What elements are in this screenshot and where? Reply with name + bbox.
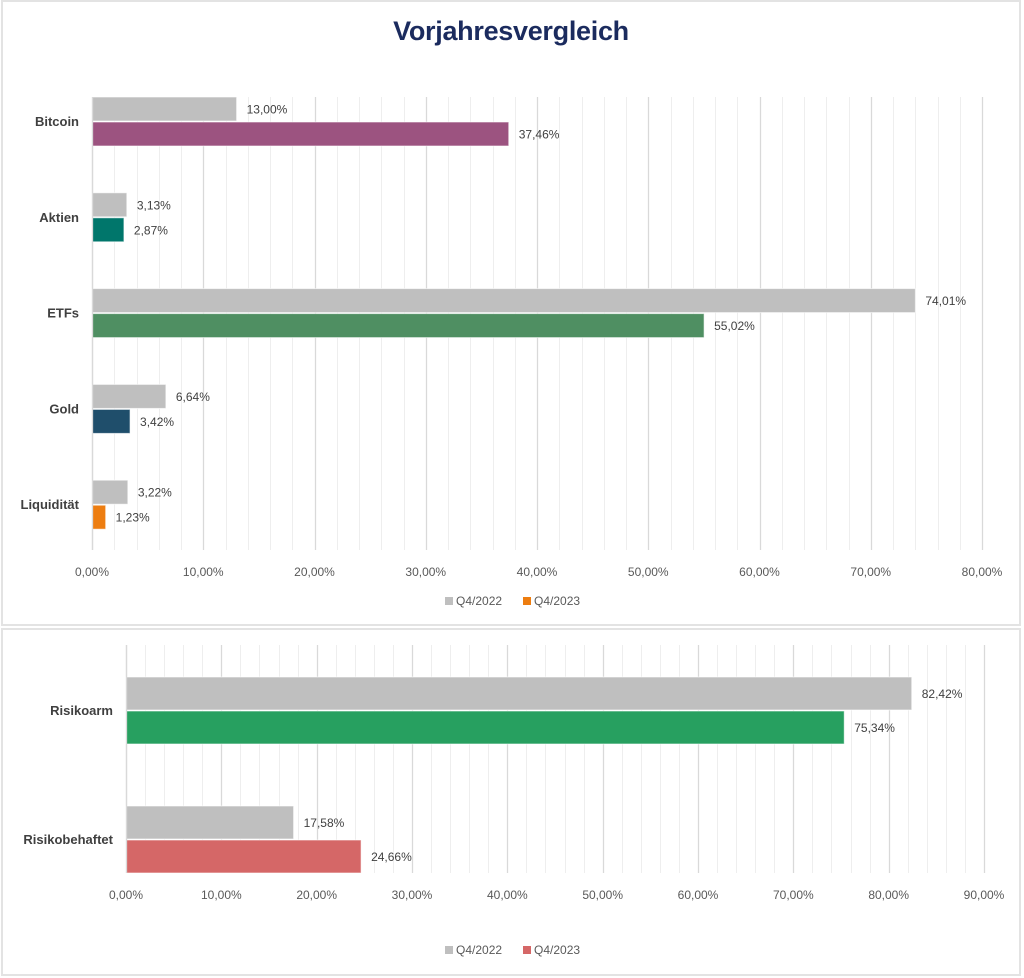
data-label: 3,22% [138,486,172,500]
chart-asset-classes: 0,00% 10,00% 20,00% 30,00% 40,00% 50,00% 60,00… [21,96,1003,608]
x-tick-label: 50,00% [628,565,669,579]
x-tick-label: 10,00% [201,888,242,902]
x-tick-label: 80,00% [962,565,1003,579]
legend-swatch-q4-2022 [445,946,453,954]
legend-label: Q4/2022 [456,594,502,608]
bar-q4-2023 [91,504,107,530]
data-label: 13,00% [247,103,288,117]
x-tick-label: 80,00% [868,888,909,902]
data-label: 3,42% [140,415,174,429]
bar-q4-2023 [91,408,131,434]
data-label: 55,02% [714,319,755,333]
x-tick-label: 50,00% [582,888,623,902]
data-label: 37,46% [519,128,560,142]
legend-swatch-q4-2022 [445,597,453,605]
bar-q4-2023 [91,121,510,147]
bar-q4-2022 [91,288,916,314]
category-label: Bitcoin [35,114,79,129]
data-label: 1,23% [116,511,150,525]
x-tick-label: 90,00% [964,888,1005,902]
data-label: 6,64% [176,390,210,404]
x-tick-label: 0,00% [75,565,109,579]
bar-q4-2022 [91,479,129,505]
legend-swatch-q4-2023 [523,946,531,954]
category-label: Liquidität [21,497,80,512]
x-tick-label: 20,00% [294,565,335,579]
data-label: 2,87% [134,223,168,237]
bar-q4-2023 [91,217,125,243]
data-label: 82,42% [922,687,963,701]
category-label: Aktien [39,210,79,225]
chart-panel-asset-classes: Vorjahresvergleich 0,00% 10,00% 20,00% 30,0… [1,0,1021,626]
legend-label: Q4/2022 [456,943,502,957]
bar-q4-2022 [91,192,128,218]
data-label: 3,13% [137,198,171,212]
x-tick-label: 0,00% [109,888,143,902]
x-tick-label: 30,00% [405,565,446,579]
chart-risk: 0,00% 10,00% 20,00% 30,00% 40,00% 50,00% 60,00… [23,645,1005,957]
category-label: ETFs [47,306,79,321]
legend: Q4/2022 Q4/2023 [445,594,580,608]
bar-q4-2022 [125,805,295,840]
bar-q4-2022 [125,676,913,711]
x-tick-label: 30,00% [392,888,433,902]
legend-label: Q4/2023 [534,943,580,957]
x-tick-label: 60,00% [678,888,719,902]
bar-q4-2022 [91,96,238,122]
bar-q4-2022 [91,383,167,409]
legend-label: Q4/2023 [534,594,580,608]
bar-q4-2023 [91,313,705,339]
x-tick-label: 40,00% [517,565,558,579]
category-label: Risikoarm [50,703,113,718]
category-label: Gold [49,401,79,416]
bar-q4-2023 [125,710,845,745]
category-label: Risikobehaftet [23,832,113,847]
x-tick-label: 70,00% [850,565,891,579]
data-label: 17,58% [304,816,345,830]
legend-swatch-q4-2023 [523,597,531,605]
data-label: 24,66% [371,850,412,864]
legend: Q4/2022 Q4/2023 [445,943,580,957]
x-tick-label: 70,00% [773,888,814,902]
x-tick-label: 40,00% [487,888,528,902]
x-tick-label: 60,00% [739,565,780,579]
x-tick-label: 20,00% [296,888,337,902]
bar-q4-2023 [125,839,362,874]
x-tick-label: 10,00% [183,565,224,579]
chart-title: Vorjahresvergleich [393,16,629,46]
chart-panel-risk: 0,00% 10,00% 20,00% 30,00% 40,00% 50,00% 60,00… [1,628,1021,976]
data-label: 75,34% [854,721,895,735]
data-label: 74,01% [925,294,966,308]
